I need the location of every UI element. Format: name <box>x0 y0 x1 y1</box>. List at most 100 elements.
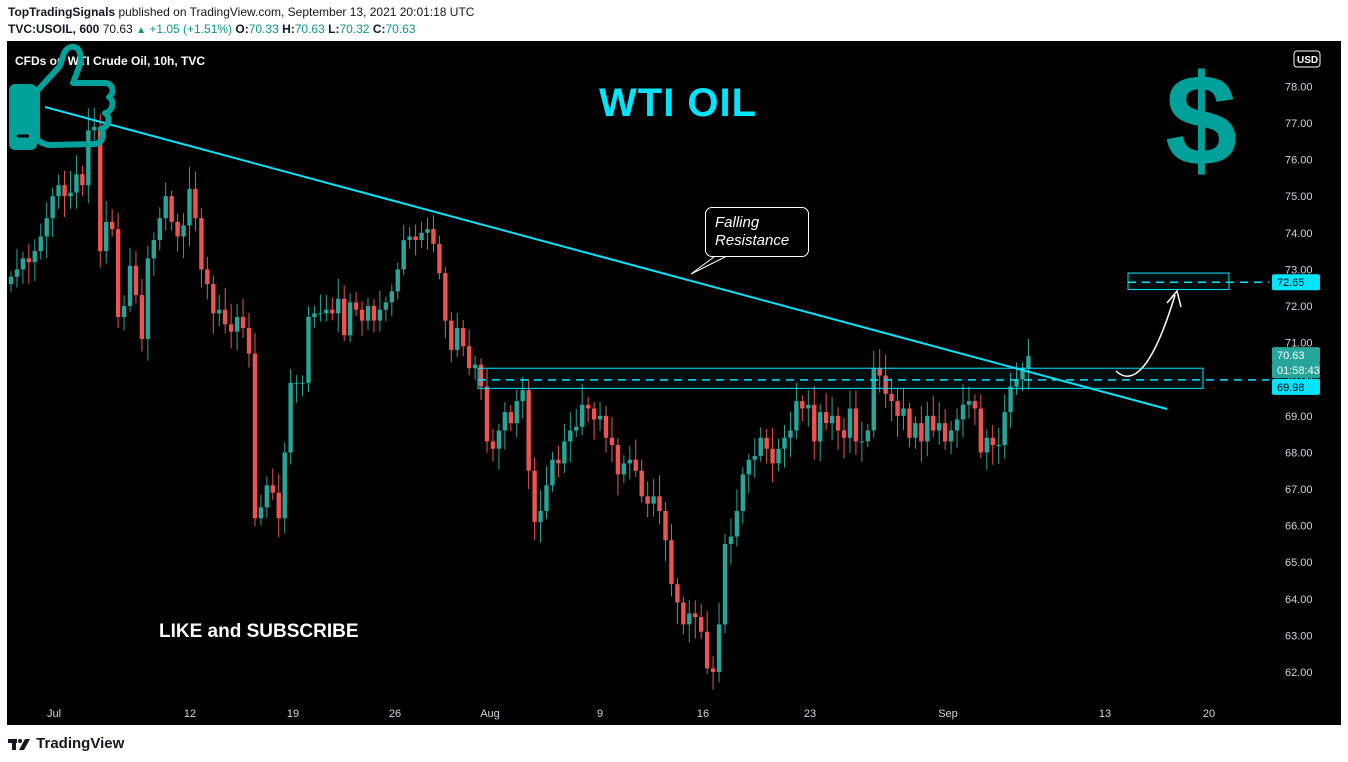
candle-body <box>425 229 430 233</box>
candle-body <box>508 412 513 424</box>
x-tick-label: Sep <box>938 708 958 720</box>
candle-body <box>318 313 323 315</box>
candle-body <box>336 298 341 314</box>
y-tick-label: 71.00 <box>1285 338 1313 350</box>
candle-body <box>419 232 424 241</box>
candle-body <box>437 243 442 274</box>
candle-body <box>883 375 888 394</box>
candle-body <box>32 251 37 263</box>
y-tick-label: 77.00 <box>1285 118 1313 130</box>
candle-body <box>770 448 775 464</box>
x-tick-label: 12 <box>184 708 196 720</box>
candle-body <box>240 316 246 328</box>
candle-body <box>585 404 591 409</box>
candle-body <box>199 218 204 270</box>
currency-badge: USD <box>1297 55 1318 66</box>
ohlc-legend: TVC:USOIL, 600 70.63 ▲ +1.05 (+1.51%) O:… <box>8 22 416 36</box>
candle-body <box>115 229 121 317</box>
candle-body <box>538 510 543 522</box>
candle-body <box>800 401 805 409</box>
candle-body <box>163 196 168 219</box>
candle-body <box>371 306 377 321</box>
candle-body <box>556 459 561 464</box>
candle-body <box>782 437 787 449</box>
candle-body <box>639 470 644 497</box>
candle-body <box>520 390 525 402</box>
candle-body <box>954 419 960 431</box>
candle-body <box>806 404 811 409</box>
candle-body <box>413 236 418 241</box>
price-change: +1.05 (+1.51%) <box>149 22 233 36</box>
candle-body <box>633 459 638 471</box>
candle-body <box>841 430 847 438</box>
candle-body <box>133 265 139 296</box>
candle-body <box>205 269 210 285</box>
projection-arrow <box>1115 294 1176 377</box>
candle-body <box>913 423 918 438</box>
last-price: 70.63 <box>99 22 137 36</box>
candle-body <box>276 492 281 519</box>
y-tick-label: 74.00 <box>1285 228 1313 240</box>
candle-body <box>300 382 305 384</box>
candle-body <box>121 306 127 317</box>
candle-body <box>294 382 299 384</box>
candle-body <box>86 130 91 186</box>
price-tag-level-bg <box>1272 378 1320 395</box>
up-arrow-icon: ▲ <box>136 25 146 36</box>
candle-body <box>948 430 954 442</box>
tradingview-logo[interactable]: TradingView <box>8 735 124 752</box>
candle-body <box>562 441 567 464</box>
candle-body <box>472 364 478 369</box>
candle-body <box>342 298 347 336</box>
tradingview-logo-icon <box>8 739 30 751</box>
candle-body <box>818 412 823 442</box>
candle-body <box>449 320 454 350</box>
author-name[interactable]: TopTradingSignals <box>8 5 116 19</box>
thumbs-up-icon <box>9 43 115 150</box>
like-subscribe-text: LIKE and SUBSCRIBE <box>159 621 359 642</box>
y-tick-label: 63.00 <box>1285 630 1313 642</box>
price-tag-level: 69.98 <box>1277 382 1305 394</box>
y-tick-label: 68.00 <box>1285 447 1313 459</box>
candle-body <box>330 309 335 314</box>
candle-body <box>193 188 198 219</box>
candle-body <box>651 496 656 504</box>
x-tick-label: 23 <box>804 708 816 720</box>
candle-body <box>853 408 859 442</box>
candle-body <box>603 415 609 438</box>
chart-title: WTI OIL <box>599 81 758 125</box>
candle-body <box>365 306 371 321</box>
candle-body <box>324 309 329 314</box>
candle-body <box>92 126 97 131</box>
x-tick-label: 26 <box>389 708 401 720</box>
candle-body <box>14 269 20 277</box>
candle-body <box>574 426 579 431</box>
candle-body <box>847 408 853 438</box>
candle-body <box>627 459 632 464</box>
candle-body <box>978 408 984 453</box>
open-label: O: <box>232 22 249 36</box>
y-tick-label: 66.00 <box>1285 521 1313 533</box>
candle-body <box>925 415 930 442</box>
candle-body <box>568 430 573 442</box>
y-tick-label: 69.00 <box>1285 411 1313 423</box>
candle-body <box>704 631 710 669</box>
price-tag-target-bg <box>1272 274 1320 291</box>
candle-body <box>728 536 734 544</box>
price-chart[interactable]: 62.00 63.00 64.00 65.00 66.00 67.00 68.00 69.00… <box>7 41 1341 725</box>
candle-body <box>1026 356 1031 369</box>
currency-badge-bg <box>1293 50 1321 68</box>
y-tick-label: 72.00 <box>1285 301 1313 313</box>
candle-body <box>359 309 365 321</box>
chart-pane[interactable]: 62.00 63.00 64.00 65.00 66.00 67.00 68.00 69.00… <box>7 41 1341 725</box>
candle-body <box>681 602 686 625</box>
candle-body <box>104 221 109 252</box>
candle-body <box>835 415 841 431</box>
candle-body <box>478 364 484 387</box>
candle-body <box>38 236 43 252</box>
y-tick-label: 75.00 <box>1285 191 1313 203</box>
falling-resistance-callout[interactable]: Falling Resistance <box>705 207 809 257</box>
candle-body <box>937 423 942 431</box>
candle-body <box>669 540 674 585</box>
candle-body <box>389 291 394 303</box>
